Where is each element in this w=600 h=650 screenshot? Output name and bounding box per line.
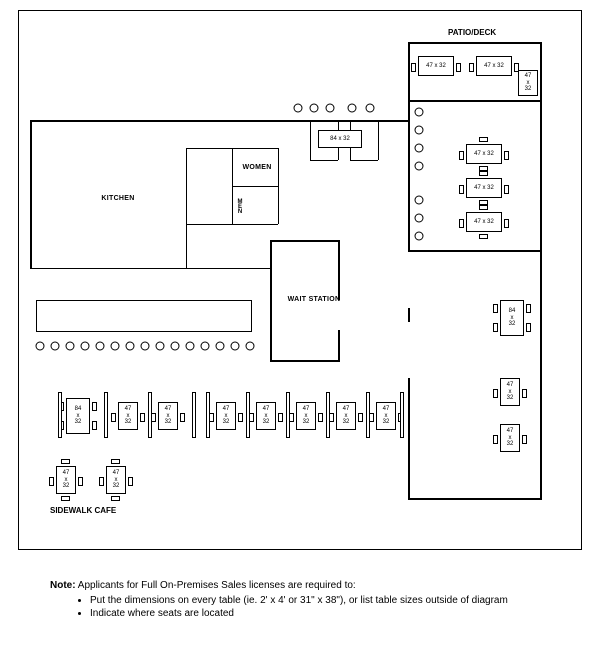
note-block: Note: Applicants for Full On-Premises Sa… (50, 580, 550, 621)
note-lead: Note: (50, 580, 76, 591)
note-bullet: Put the dimensions on every table (ie. 2… (90, 595, 550, 606)
note-bullet: Indicate where seats are located (90, 608, 550, 619)
note-intro: Applicants for Full On-Premises Sales li… (78, 580, 356, 591)
stools (0, 0, 600, 560)
